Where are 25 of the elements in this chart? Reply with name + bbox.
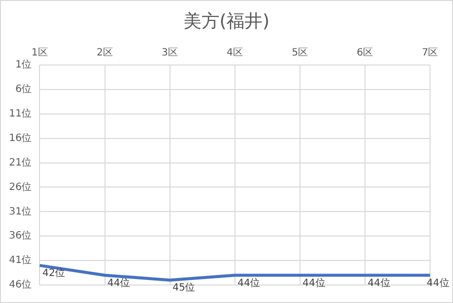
x-tick-label: 6区: [356, 48, 374, 59]
data-label: 44位: [302, 276, 326, 289]
y-tick-label: 21位: [8, 156, 32, 168]
y-tick-label: 11位: [8, 107, 32, 120]
y-tick-label: 41位: [8, 254, 32, 266]
chart-title: 美方(福井): [182, 10, 271, 33]
y-tick-label: 36位: [8, 230, 32, 242]
data-label: 42位: [42, 267, 66, 280]
y-tick-label: 6位: [15, 83, 32, 96]
data-label: 44位: [368, 276, 390, 289]
x-tick-label: 3区: [162, 48, 178, 59]
x-tick-label: 7区: [422, 48, 438, 59]
x-tick-label: 4区: [226, 48, 244, 59]
y-tick-label: 46位: [8, 278, 32, 291]
y-tick-label: 1位: [15, 58, 32, 71]
data-label: 44位: [107, 276, 130, 289]
y-tick-label: 31位: [8, 205, 32, 218]
x-tick-label: 2区: [96, 48, 113, 59]
y-tick-label: 26位: [8, 180, 32, 193]
data-label: 44位: [237, 276, 260, 289]
x-tick-label: 5区: [292, 48, 308, 59]
data-label: 45位: [172, 282, 196, 294]
x-tick-label: 1区: [32, 48, 48, 59]
y-tick-label: 16位: [8, 132, 32, 144]
data-label: 44位: [426, 276, 450, 289]
